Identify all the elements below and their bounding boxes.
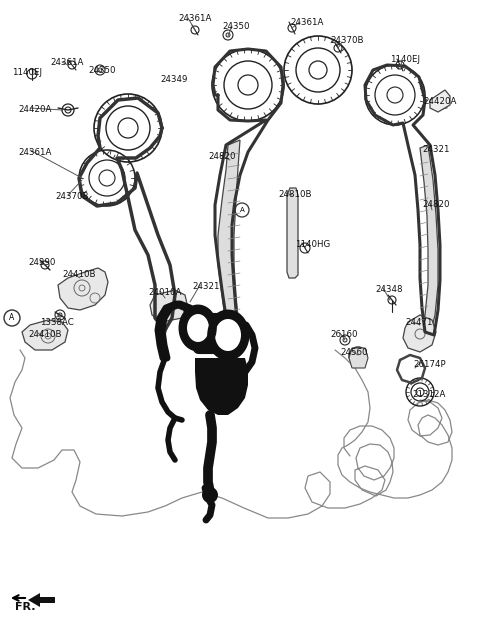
Text: 26174P: 26174P (413, 360, 445, 369)
Text: 24810B: 24810B (278, 190, 312, 199)
Polygon shape (58, 268, 108, 310)
Text: 24370B: 24370B (55, 192, 88, 201)
Text: 1140EJ: 1140EJ (12, 68, 42, 77)
Polygon shape (349, 348, 368, 368)
Text: 24370B: 24370B (330, 36, 363, 45)
Text: FR.: FR. (15, 602, 36, 612)
Text: 26160: 26160 (330, 330, 358, 339)
Text: 21312A: 21312A (412, 390, 445, 399)
Polygon shape (150, 290, 188, 322)
Ellipse shape (210, 313, 246, 357)
Circle shape (202, 487, 218, 503)
Text: 1338AC: 1338AC (40, 318, 74, 327)
Text: 24350: 24350 (222, 22, 250, 31)
Text: 24820: 24820 (422, 200, 449, 209)
Text: 24361A: 24361A (290, 18, 324, 27)
Polygon shape (28, 593, 55, 607)
Polygon shape (420, 145, 438, 335)
Text: 1140EJ: 1140EJ (390, 55, 420, 64)
Polygon shape (218, 140, 240, 318)
Ellipse shape (215, 319, 241, 351)
Text: A: A (10, 314, 14, 322)
Polygon shape (22, 320, 68, 350)
Text: 24390: 24390 (28, 258, 55, 267)
Text: 24348: 24348 (375, 285, 403, 294)
Polygon shape (195, 358, 248, 415)
Text: 24350: 24350 (88, 66, 116, 75)
Text: 24471: 24471 (405, 318, 432, 327)
Text: 24321: 24321 (192, 282, 219, 291)
Text: 1140HG: 1140HG (295, 240, 330, 249)
Text: 24321: 24321 (422, 145, 449, 154)
Text: 24361A: 24361A (178, 14, 211, 23)
Ellipse shape (187, 314, 209, 342)
Text: 24820: 24820 (208, 152, 236, 161)
Text: 24420A: 24420A (18, 105, 51, 114)
Text: 24410B: 24410B (62, 270, 96, 279)
Polygon shape (403, 315, 436, 352)
Text: 24560: 24560 (340, 348, 368, 357)
Polygon shape (287, 188, 298, 278)
Ellipse shape (182, 308, 214, 348)
Text: 24349: 24349 (160, 75, 187, 84)
Text: 24361A: 24361A (50, 58, 84, 67)
Text: 24361A: 24361A (18, 148, 51, 157)
Text: 24010A: 24010A (148, 288, 181, 297)
Text: A: A (240, 207, 244, 213)
Polygon shape (430, 90, 450, 112)
Text: 24420A: 24420A (423, 97, 456, 106)
Text: 24410B: 24410B (28, 330, 61, 339)
